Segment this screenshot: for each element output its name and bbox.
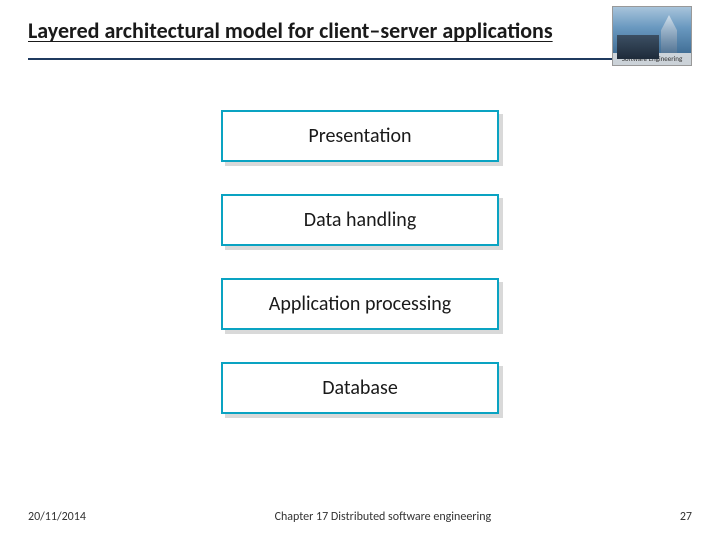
slide-title: Layered architectural model for client–s… [28,18,568,44]
footer-chapter: Chapter 17 Distributed software engineer… [86,510,680,524]
layer-presentation: Presentation [221,110,499,162]
book-cover-thumbnail: Software Engineering [612,6,692,66]
layer-label: Application processing [269,292,451,316]
book-cover-caption: Software Engineering [613,53,691,65]
layer-label: Data handling [304,208,416,232]
slide-footer: 20/11/2014 Chapter 17 Distributed softwa… [0,510,720,524]
header-divider [28,58,692,60]
layer-label: Presentation [308,124,411,148]
layer-box: Data handling [221,194,499,246]
layer-database: Database [221,362,499,414]
footer-page-number: 27 [680,510,692,524]
layer-label: Database [322,376,398,400]
layer-application-processing: Application processing [221,278,499,330]
layer-box: Database [221,362,499,414]
layer-box: Presentation [221,110,499,162]
layered-diagram: Presentation Data handling Application p… [0,110,720,414]
footer-date: 20/11/2014 [28,510,86,524]
layer-box: Application processing [221,278,499,330]
slide-header: Layered architectural model for client–s… [0,0,720,52]
layer-data-handling: Data handling [221,194,499,246]
